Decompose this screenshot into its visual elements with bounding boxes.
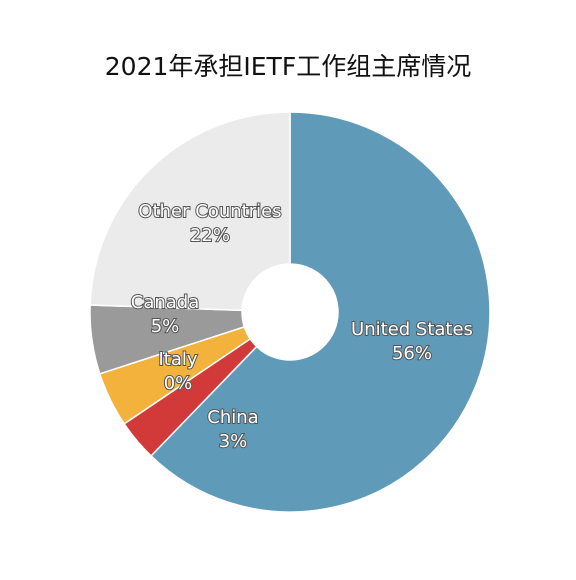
value-label: 22% xyxy=(190,225,230,246)
slice-label: Other Countries xyxy=(138,201,281,222)
value-label: 5% xyxy=(151,316,180,337)
value-label: 0% xyxy=(164,373,193,394)
slice-label: Canada xyxy=(131,292,200,313)
chart-title: 2021年承担IETF工作组主席情况 xyxy=(105,52,471,81)
slice xyxy=(150,111,491,513)
slice-label: Italy xyxy=(158,349,197,370)
value-label: 3% xyxy=(219,431,248,452)
slice-label: United States xyxy=(351,319,473,340)
slice-label: China xyxy=(207,407,258,428)
slice xyxy=(89,111,291,312)
value-label: 56% xyxy=(392,343,432,364)
